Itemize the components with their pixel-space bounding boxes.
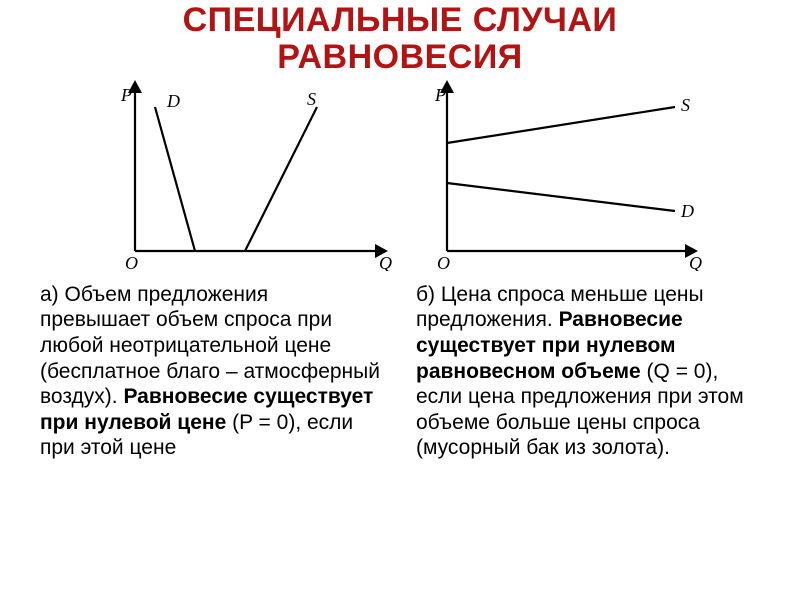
chart-a: POQDSб — [95, 71, 395, 276]
svg-text:S: S — [681, 95, 690, 115]
svg-text:Q: Q — [689, 253, 702, 271]
title-line-1: СПЕЦИАЛЬНЫЕ СЛУЧАИ — [0, 2, 800, 39]
svg-text:S: S — [307, 89, 316, 109]
svg-text:Q: Q — [379, 253, 392, 271]
charts-row: POQDSб POQDS — [0, 71, 800, 276]
column-b: б) Цена спроса меньше цены предложения. … — [416, 282, 760, 461]
svg-text:D: D — [680, 201, 694, 221]
chart-b: P O Q D S — [405, 71, 705, 276]
chart-a-svg: POQDSб — [95, 71, 395, 271]
col-b-para: б) Цена спроса меньше цены предложения. … — [416, 282, 760, 461]
text-columns: а) Объем предложения превышает объем спр… — [0, 282, 800, 461]
page-title: СПЕЦИАЛЬНЫЕ СЛУЧАИ РАВНОВЕСИЯ — [0, 0, 800, 77]
svg-text:O: O — [125, 253, 138, 271]
column-a: а) Объем предложения превышает объем спр… — [40, 282, 384, 461]
svg-text:O: O — [437, 253, 450, 271]
svg-text:P: P — [434, 85, 446, 105]
svg-text:P: P — [120, 85, 132, 105]
svg-text:D: D — [166, 91, 180, 111]
col-a-para: а) Объем предложения превышает объем спр… — [40, 282, 384, 461]
chart-b-svg: P O Q D S — [405, 71, 705, 271]
